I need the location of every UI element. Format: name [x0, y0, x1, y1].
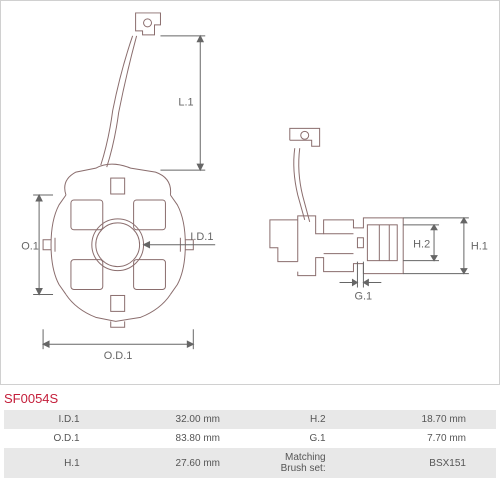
spec-value: BSX151 [334, 448, 496, 478]
label-id1: I.D.1 [190, 231, 213, 243]
table-row: H.1 27.60 mm Matching Brush set: BSX151 [4, 448, 496, 478]
spec-label: I.D.1 [4, 410, 88, 429]
spec-value: 27.60 mm [88, 448, 250, 478]
technical-drawing-area: L.1 O.1 I.D.1 O.D.1 G.1 H.2 H.1 [0, 0, 500, 385]
label-o1: O.1 [21, 241, 39, 253]
label-g1: G.1 [354, 290, 372, 302]
part-number: SF0054S [4, 391, 496, 406]
label-h1: H.1 [471, 241, 488, 253]
specifications-table: I.D.1 32.00 mm H.2 18.70 mm O.D.1 83.80 … [4, 410, 496, 478]
spec-label: H.2 [250, 410, 334, 429]
label-l1: L.1 [178, 96, 193, 108]
table-row: O.D.1 83.80 mm G.1 7.70 mm [4, 429, 496, 448]
label-h2: H.2 [413, 239, 430, 251]
spec-label: H.1 [4, 448, 88, 478]
diagram-svg: L.1 O.1 I.D.1 O.D.1 G.1 H.2 H.1 [1, 1, 499, 384]
spec-label: G.1 [250, 429, 334, 448]
table-row: I.D.1 32.00 mm H.2 18.70 mm [4, 410, 496, 429]
spec-label: Matching Brush set: [250, 448, 334, 478]
label-od1: O.D.1 [104, 350, 133, 362]
spec-value: 32.00 mm [88, 410, 250, 429]
spec-label: O.D.1 [4, 429, 88, 448]
spec-value: 18.70 mm [334, 410, 496, 429]
spec-value: 83.80 mm [88, 429, 250, 448]
spec-value: 7.70 mm [334, 429, 496, 448]
